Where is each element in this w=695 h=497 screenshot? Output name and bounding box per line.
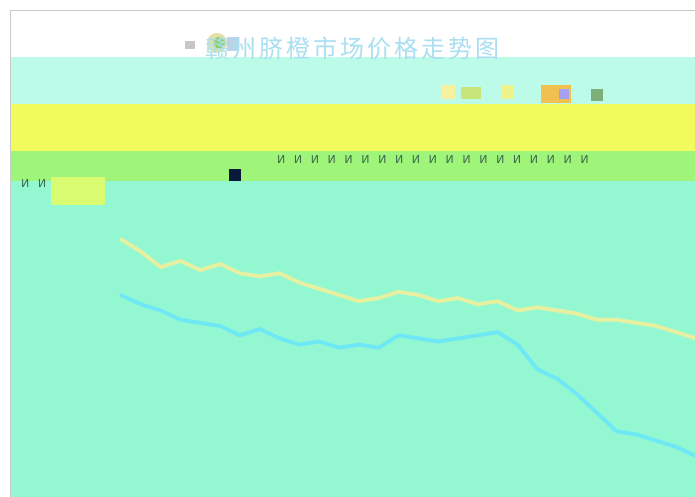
series-1-point	[238, 271, 242, 275]
line-plot	[119, 237, 695, 458]
series-2-point	[159, 309, 163, 312]
series-2-point	[238, 333, 242, 337]
series-2-point	[297, 343, 301, 347]
series-1-point	[595, 318, 599, 322]
series-line-1	[119, 237, 695, 341]
axis-swatch	[51, 177, 105, 205]
series-1-point	[218, 262, 222, 266]
series-1-point	[516, 309, 520, 312]
series-1-point	[337, 293, 341, 297]
series-1-point	[436, 299, 440, 303]
series-1-point	[317, 287, 321, 291]
series-2-point	[377, 346, 381, 350]
series-2-point	[278, 336, 282, 340]
header-band	[11, 57, 695, 113]
chart-title: 赣州脐橙市场价格走势图	[205, 35, 502, 63]
series-2-point	[436, 340, 440, 343]
y-axis-ticks: ⵍ ⵍ	[21, 177, 48, 190]
legend	[441, 85, 603, 103]
series-2-point	[496, 330, 500, 334]
series-2-point	[218, 324, 222, 328]
chart-frame: 赣州脐橙市场价格走势图 ⵍ ⵍ ⵍ ⵍ ⵍ ⵍ ⵍ ⵍ ⵍ ⵍ ⵍ ⵍ ⵍ ⵍ …	[10, 10, 695, 497]
series-2-point	[119, 293, 123, 297]
series-1-point	[198, 268, 202, 272]
x-axis-ticks: ⵍ ⵍ ⵍ ⵍ ⵍ ⵍ ⵍ ⵍ ⵍ ⵍ ⵍ ⵍ ⵍ ⵍ ⵍ ⵍ ⵍ ⵍ ⵍ	[277, 153, 590, 166]
series-line-2	[120, 293, 695, 458]
series-1-point	[615, 318, 619, 322]
series-2-point	[535, 367, 539, 371]
series-1-point	[575, 312, 579, 316]
series-1-point	[119, 237, 123, 241]
series-2-point	[575, 392, 579, 396]
series-1-point	[357, 299, 361, 303]
series-1-point	[476, 302, 480, 306]
series-2-point	[198, 321, 202, 325]
series-1-point	[278, 271, 282, 275]
series-1-point	[535, 305, 539, 309]
series-2-point	[357, 343, 361, 347]
series-marker	[229, 169, 241, 181]
series-1-point	[555, 309, 559, 312]
series-1-point	[179, 259, 182, 263]
series-2-point	[397, 333, 401, 337]
series-2-point	[139, 302, 143, 306]
series-2-point	[555, 377, 559, 381]
series-1-point	[416, 293, 420, 297]
series-1-point	[139, 250, 143, 254]
series-2-point	[635, 433, 638, 436]
series-1-point	[397, 290, 401, 294]
series-1-point	[377, 296, 381, 300]
series-2-point	[337, 346, 341, 350]
series-2-point	[179, 318, 182, 322]
series-2-point	[456, 336, 460, 340]
series-2-point	[654, 439, 658, 443]
series-2-point	[615, 429, 619, 433]
series-1-point	[496, 299, 500, 303]
series-1-point	[456, 296, 460, 300]
series-2-point	[258, 327, 262, 331]
series-2-point	[476, 333, 480, 337]
series-2-point	[516, 343, 520, 347]
series-1-point	[654, 324, 658, 328]
tick-band	[11, 151, 695, 181]
logo-icon	[185, 33, 239, 53]
series-1-point	[159, 265, 163, 269]
series-2-point	[317, 340, 321, 343]
series-2-point	[595, 411, 599, 415]
series-1-point	[635, 321, 638, 325]
series-1-point	[674, 330, 678, 334]
series-1-point	[297, 281, 301, 285]
series-1-point	[258, 274, 262, 278]
series-2-point	[674, 445, 678, 449]
series-2-point	[416, 336, 420, 340]
